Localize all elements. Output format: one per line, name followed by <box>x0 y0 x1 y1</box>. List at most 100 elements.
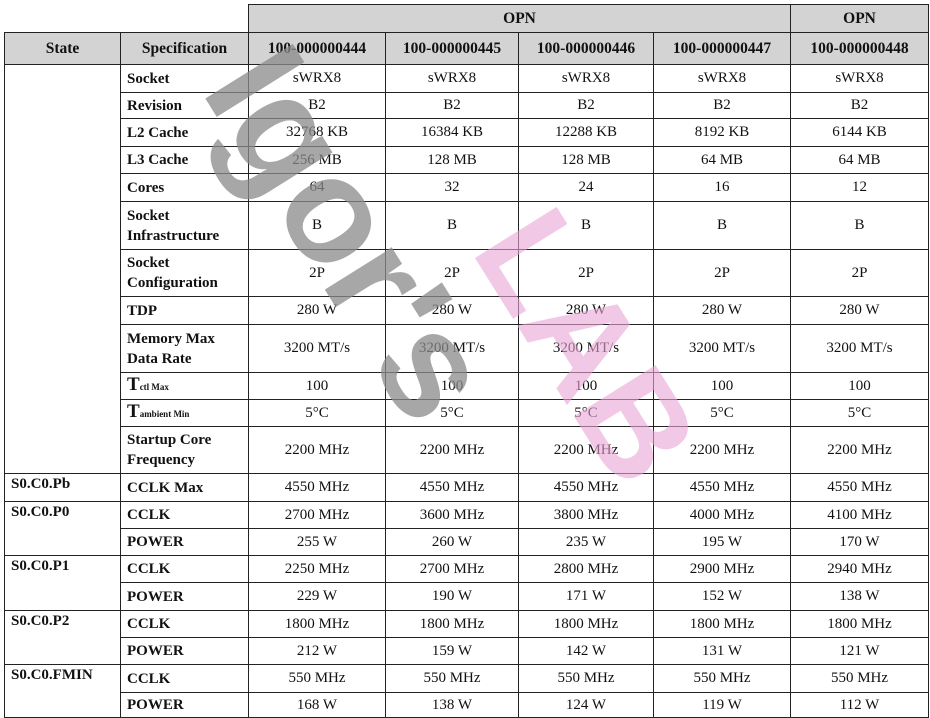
value-cell: 5°C <box>653 399 791 427</box>
value-cell: B <box>653 201 791 250</box>
value-cell: 2200 MHz <box>248 426 386 474</box>
spec-subscript: ambient Min <box>139 409 190 419</box>
table-row: Tambient Min 5°C 5°C 5°C 5°C 5°C <box>5 399 929 427</box>
value-cell: 2700 MHz <box>248 501 386 529</box>
value-cell: 100 <box>248 372 386 400</box>
value-cell: 121 W <box>790 637 929 665</box>
value-cell: 64 MB <box>653 146 791 174</box>
value-cell: 280 W <box>653 296 791 325</box>
value-cell: 550 MHz <box>518 664 654 693</box>
value-cell: 100 <box>518 372 654 400</box>
value-cell: 550 MHz <box>248 664 386 693</box>
table-row: POWER 229 W 190 W 171 W 152 W 138 W <box>5 582 929 611</box>
value-cell: 1800 MHz <box>790 610 929 638</box>
value-cell: 229 W <box>248 582 386 611</box>
value-cell: 159 W <box>385 637 519 665</box>
spec-cell: Tctl Max <box>120 372 249 400</box>
spec-cell: L2 Cache <box>120 118 249 147</box>
spec-cell: Startup Core Frequency <box>120 426 249 474</box>
table-row: Socket Configuration 2P 2P 2P 2P 2P <box>5 249 929 297</box>
value-cell: 2200 MHz <box>653 426 791 474</box>
spec-cell: POWER <box>120 637 249 665</box>
value-cell: 2940 MHz <box>790 555 929 583</box>
value-cell: 100 <box>653 372 791 400</box>
value-cell: 195 W <box>653 528 791 556</box>
spec-label: T <box>127 401 140 422</box>
specification-header: Specification <box>120 32 249 65</box>
value-cell: 124 W <box>518 692 654 718</box>
table-row: Socket sWRX8 sWRX8 sWRX8 sWRX8 sWRX8 <box>4 64 929 474</box>
value-cell: 4550 MHz <box>653 473 791 502</box>
value-cell: 3800 MHz <box>518 501 654 529</box>
state-cell: S0.C0.P2 <box>4 610 121 665</box>
value-cell: 5°C <box>790 399 929 427</box>
value-cell: 4550 MHz <box>518 473 654 502</box>
table-row: Cores 64 32 24 16 12 <box>5 173 929 202</box>
table-row: S0.C0.P0 CCLK 2700 MHz 3600 MHz 3800 MHz 4000… <box>4 501 929 556</box>
value-cell: sWRX8 <box>248 64 386 93</box>
table-row: S0.C0.FMIN CCLK 550 MHz 550 MHz 550 MHz 550 M… <box>4 664 929 718</box>
value-cell: 8192 KB <box>653 118 791 147</box>
spec-cell: Socket Infrastructure <box>120 201 249 250</box>
value-cell: B <box>248 201 386 250</box>
value-cell: sWRX8 <box>385 64 519 93</box>
table-row: Startup Core Frequency 2200 MHz 2200 MHz 22… <box>5 426 929 474</box>
value-cell: sWRX8 <box>518 64 654 93</box>
value-cell: 3200 MT/s <box>653 324 791 373</box>
spec-cell: POWER <box>120 528 249 556</box>
value-cell: 2P <box>248 249 386 297</box>
value-cell: 12 <box>790 173 929 202</box>
value-cell: 550 MHz <box>790 664 929 693</box>
blank-corner <box>5 5 249 33</box>
opn-group-header: OPN <box>248 4 791 33</box>
spec-cell: Revision <box>120 92 249 119</box>
value-cell: 168 W <box>248 692 386 718</box>
table-row: POWER 255 W 260 W 235 W 195 W 170 W <box>5 528 929 556</box>
value-cell: 3200 MT/s <box>385 324 519 373</box>
opn-header: 100-000000445 <box>385 32 519 65</box>
value-cell: 550 MHz <box>653 664 791 693</box>
value-cell: 2P <box>790 249 929 297</box>
value-cell: 255 W <box>248 528 386 556</box>
value-cell: 190 W <box>385 582 519 611</box>
spec-table: OPN OPN State Specification 100-00000044… <box>4 4 929 718</box>
table-row: TDP 280 W 280 W 280 W 280 W 280 W <box>5 296 929 325</box>
value-cell: 3200 MT/s <box>248 324 386 373</box>
value-cell: 2900 MHz <box>653 555 791 583</box>
value-cell: 170 W <box>790 528 929 556</box>
value-cell: B2 <box>248 92 386 119</box>
value-cell: sWRX8 <box>790 64 929 93</box>
spec-cell: POWER <box>120 582 249 611</box>
value-cell: 2P <box>518 249 654 297</box>
spec-cell: Socket Configuration <box>120 249 249 297</box>
value-cell: 171 W <box>518 582 654 611</box>
state-cell: S0.C0.P0 <box>4 501 121 556</box>
state-header: State <box>4 32 121 65</box>
value-cell: 2250 MHz <box>248 555 386 583</box>
value-cell: B <box>790 201 929 250</box>
spec-label: T <box>127 374 140 395</box>
table-row: Revision B2 B2 B2 B2 B2 <box>5 92 929 119</box>
value-cell: B <box>385 201 519 250</box>
value-cell: 100 <box>790 372 929 400</box>
value-cell: sWRX8 <box>653 64 791 93</box>
value-cell: 152 W <box>653 582 791 611</box>
value-cell: 16 <box>653 173 791 202</box>
value-cell: 4550 MHz <box>385 473 519 502</box>
value-cell: 128 MB <box>518 146 654 174</box>
value-cell: 1800 MHz <box>653 610 791 638</box>
value-cell: 112 W <box>790 692 929 718</box>
value-cell: B2 <box>653 92 791 119</box>
value-cell: 64 MB <box>790 146 929 174</box>
value-cell: 119 W <box>653 692 791 718</box>
table-row: S0.C0.P2 CCLK 1800 MHz 1800 MHz 1800 MHz 1800… <box>4 610 929 665</box>
value-cell: 280 W <box>790 296 929 325</box>
spec-cell: Cores <box>120 173 249 202</box>
value-cell: 16384 KB <box>385 118 519 147</box>
opn-header: 100-000000447 <box>653 32 791 65</box>
value-cell: 3200 MT/s <box>790 324 929 373</box>
value-cell: 235 W <box>518 528 654 556</box>
value-cell: 280 W <box>518 296 654 325</box>
value-cell: 212 W <box>248 637 386 665</box>
table-row: L2 Cache 32768 KB 16384 KB 12288 KB 8192 KB 6… <box>5 118 929 147</box>
